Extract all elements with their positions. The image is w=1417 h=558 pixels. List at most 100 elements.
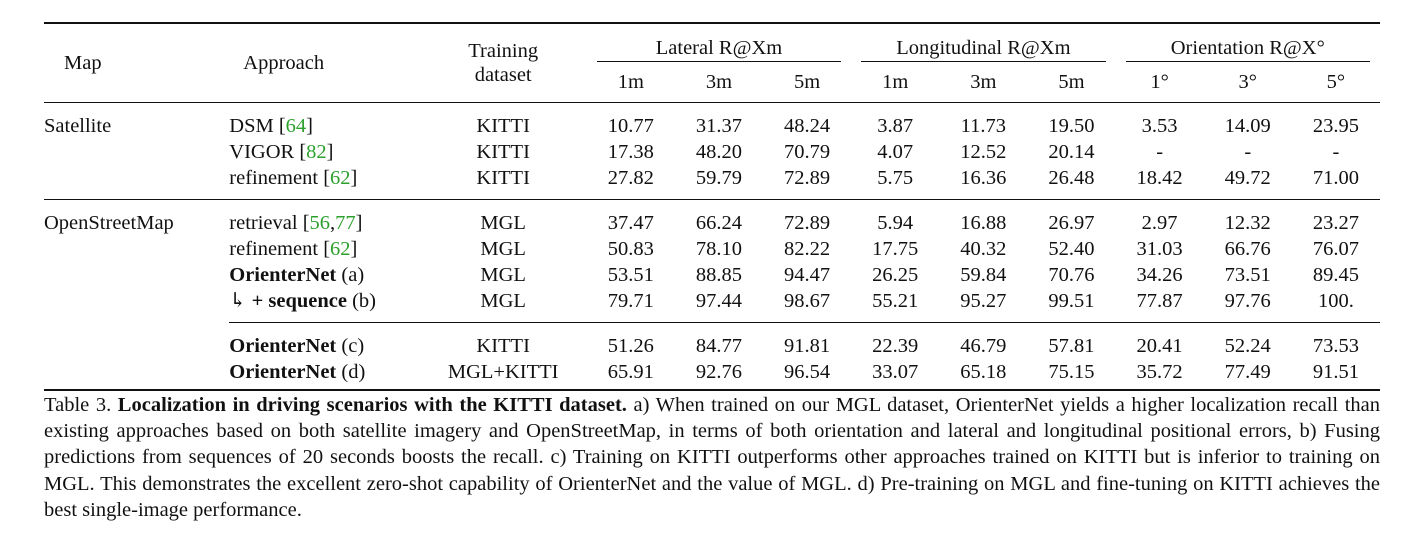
value-cell: 96.54 (784, 361, 831, 383)
group-rule (1125, 61, 1370, 62)
value-cell: 37.47 (607, 212, 654, 234)
header-group-orientation-label: Orientation R@X° (1170, 37, 1325, 59)
value-cell: 53.51 (607, 264, 654, 286)
value-cell: 3.53 (1141, 115, 1178, 137)
value-cell: 5.94 (877, 212, 914, 234)
osm-block: OpenStreetMap retrieval [56,77] MGL 37.4… (44, 199, 1380, 390)
value-cell: 59.79 (695, 167, 743, 189)
table-row: OrienterNet (d) MGL+KITTI 65.91 92.76 96… (44, 359, 1380, 390)
value-cell: 82.22 (784, 238, 831, 260)
value-cell: 17.75 (872, 238, 919, 260)
citation-link[interactable]: 62 (330, 238, 351, 260)
value-cell: 51.26 (586, 322, 675, 359)
value-cell: 18.42 (1136, 167, 1183, 189)
value-cell: 26.97 (1048, 212, 1095, 234)
table-row: Satellite DSM [64] KITTI 10.77 31.37 48.… (44, 103, 1380, 140)
training-cell: MGL (480, 238, 526, 260)
satellite-block: Satellite DSM [64] KITTI 10.77 31.37 48.… (44, 103, 1380, 200)
training-cell: KITTI (476, 141, 530, 163)
value-cell: 65.91 (607, 361, 654, 383)
value-cell: 52.24 (1203, 322, 1292, 359)
approach-cell: OrienterNet (d) (229, 359, 419, 390)
value-cell: 73.51 (1224, 264, 1271, 286)
value-cell: 19.50 (1048, 115, 1095, 137)
caption-body: a) When trained on our MGL dataset, Orie… (44, 394, 1381, 521)
value-cell-best: 100. (1317, 290, 1354, 312)
header-training-line1: Training (468, 40, 539, 62)
training-cell: MGL (480, 212, 526, 234)
approach-cell: refinement [62] (229, 238, 358, 260)
value-cell-best: 97.76 (1224, 290, 1271, 312)
value-cell: 16.88 (960, 212, 1007, 234)
header-sub: 1m (882, 71, 909, 93)
header-sub: 5m (1058, 71, 1085, 93)
value-cell: 91.51 (1312, 361, 1359, 383)
approach-cell: VIGOR [82] (229, 141, 334, 163)
value-cell: 3.87 (877, 115, 914, 137)
approach-tag: (b) (352, 290, 376, 312)
value-cell: 73.53 (1291, 322, 1380, 359)
citation-link[interactable]: 56 (309, 212, 331, 234)
value-cell: 31.37 (695, 115, 743, 137)
approach-name: refinement (229, 167, 319, 189)
citation-link[interactable]: 82 (306, 141, 327, 163)
table-row: refinement [62] MGL 50.83 78.10 82.22 17… (44, 236, 1380, 262)
value-cell-best: 77.87 (1136, 290, 1183, 312)
value-cell: 33.07 (872, 361, 919, 383)
value-cell: 59.84 (960, 264, 1007, 286)
value-cell: 26.25 (872, 264, 919, 286)
value-cell: 10.77 (607, 115, 654, 137)
value-cell: 12.52 (960, 141, 1007, 163)
header-sub: 3m (970, 71, 997, 93)
table-row: OrienterNet (c) KITTI 51.26 84.77 91.81 … (44, 322, 1380, 359)
approach-name: retrieval (229, 212, 298, 234)
citation-link[interactable]: 64 (285, 115, 307, 137)
value-cell: - (1156, 141, 1164, 163)
approach-name: + sequence (251, 290, 347, 312)
value-cell: 92.76 (695, 361, 743, 383)
value-cell: 48.20 (695, 141, 743, 163)
value-cell: 48.24 (784, 115, 831, 137)
value-cell: 88.85 (695, 264, 743, 286)
header-sub: 5m (794, 71, 821, 93)
approach-cell: OrienterNet (a) (229, 262, 419, 288)
value-cell: 72.89 (784, 167, 831, 189)
approach-name: refinement (229, 238, 319, 260)
map-label-osm: OpenStreetMap (44, 212, 174, 234)
training-cell: MGL (480, 264, 526, 286)
value-cell: 14.09 (1224, 115, 1271, 137)
value-cell-best: 99.51 (1048, 290, 1095, 312)
approach-name: OrienterNet (229, 335, 337, 357)
header-training-line2: dataset (474, 64, 532, 86)
header-group-longitudinal: Longitudinal R@Xm (851, 23, 1115, 62)
table-header: Map Approach Training dataset Lateral R@… (44, 23, 1380, 103)
value-cell: 23.27 (1312, 212, 1359, 234)
group-rule (861, 61, 1106, 62)
value-cell: 20.41 (1115, 322, 1204, 359)
approach-tag: (c) (341, 335, 365, 357)
value-cell: 40.32 (960, 238, 1007, 260)
approach-cell: retrieval [56,77] (229, 212, 363, 234)
value-cell: 2.97 (1141, 212, 1178, 234)
citation-link[interactable]: 77 (335, 212, 356, 234)
header-approach: Approach (243, 52, 325, 74)
value-cell: 52.40 (1048, 238, 1095, 260)
header-group-lateral-label: Lateral R@Xm (655, 37, 783, 59)
header-sub: 3m (705, 71, 733, 93)
citation-link[interactable]: 62 (330, 167, 351, 189)
value-cell: 34.26 (1136, 264, 1183, 286)
value-cell: 49.72 (1224, 167, 1271, 189)
header-group-orientation: Orientation R@X° (1116, 23, 1380, 62)
approach-name: DSM (229, 115, 274, 137)
table-row-best: ↳ + sequence (b) MGL 79.71 97.44 98.67 5… (44, 288, 1380, 323)
approach-name: OrienterNet (229, 361, 337, 383)
value-cell: 5.75 (877, 167, 914, 189)
value-cell: 31.03 (1136, 238, 1183, 260)
value-cell: 66.76 (1224, 238, 1271, 260)
value-cell-best: 98.67 (784, 290, 831, 312)
value-cell: 26.48 (1048, 167, 1095, 189)
training-cell: MGL (480, 290, 526, 312)
value-cell-best: 97.44 (695, 290, 743, 312)
approach-cell: ↳ + sequence (b) (229, 288, 419, 323)
